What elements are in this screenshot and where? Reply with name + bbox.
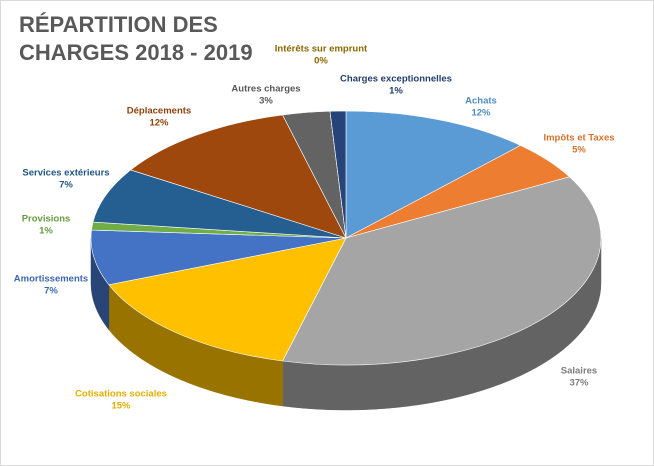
slice: [329, 110, 347, 239]
slice: [108, 237, 347, 362]
slice-value-label: 37%: [569, 378, 589, 389]
slice-label: Autres charges: [231, 84, 300, 95]
slice-label: Impôts et Taxes: [543, 133, 614, 144]
slice-label: Déplacements: [127, 106, 191, 117]
slice: [92, 169, 347, 239]
slice-value-label: 1%: [389, 86, 403, 97]
slice-value-label: 3%: [259, 96, 273, 107]
slice-value-label: 12%: [471, 108, 491, 119]
slice-label: Cotisations sociales: [75, 389, 167, 400]
slice-label: Achats: [465, 96, 497, 107]
slice-value-label: 1%: [39, 226, 53, 237]
slice-label: Charges exceptionnelles: [340, 74, 452, 85]
slice-label: Salaires: [561, 366, 597, 377]
slice-value-label: 7%: [44, 286, 58, 297]
slice: [282, 176, 602, 366]
slice: [345, 110, 522, 239]
slice-value-label: 5%: [572, 145, 586, 156]
slice: [130, 114, 347, 239]
slice-value-label: 15%: [111, 401, 131, 412]
chart-title: RÉPARTITION DES CHARGES 2018 - 2019: [19, 12, 253, 65]
slice-value-label: 7%: [59, 180, 73, 191]
slice-label: Services extérieurs: [22, 168, 109, 179]
slice-value-label: 0%: [314, 56, 328, 67]
slice-label: Provisions: [22, 214, 71, 225]
slice-value-label: 12%: [149, 118, 169, 129]
slice-label: Amortissements: [14, 274, 88, 285]
slice-label: Intérêts sur emprunt: [275, 44, 368, 55]
slice: [90, 229, 347, 286]
